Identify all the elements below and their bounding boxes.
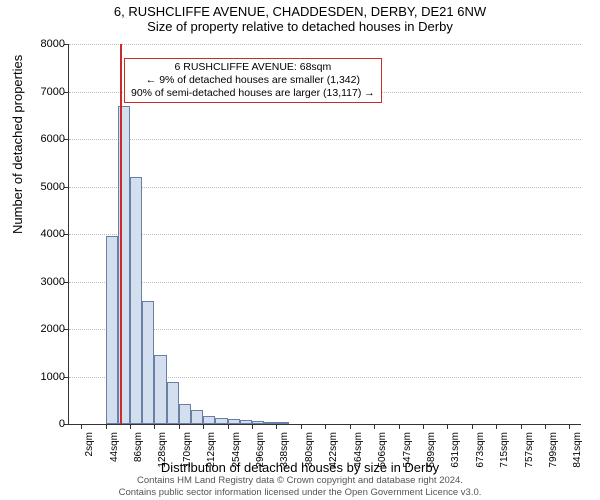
footer-line2: Contains public sector information licen… xyxy=(0,487,600,498)
histogram-bar xyxy=(154,355,166,424)
annotation-line1: 6 RUSHCLIFFE AVENUE: 68sqm xyxy=(131,61,375,74)
histogram-bar xyxy=(142,301,154,425)
histogram-bar xyxy=(179,404,191,424)
xtick-mark xyxy=(130,424,131,429)
title-line1: 6, RUSHCLIFFE AVENUE, CHADDESDEN, DERBY,… xyxy=(0,4,600,19)
xtick-mark xyxy=(276,424,277,429)
xtick-label: 44sqm xyxy=(109,432,120,462)
histogram-bar xyxy=(264,422,276,424)
xtick-label: 2sqm xyxy=(84,432,95,456)
histogram-bar xyxy=(106,236,118,424)
histogram-bar xyxy=(276,422,288,424)
xtick-mark xyxy=(154,424,155,429)
xtick-label: 86sqm xyxy=(133,432,144,462)
xtick-mark xyxy=(81,424,82,429)
gridline-h xyxy=(69,282,581,283)
title-block: 6, RUSHCLIFFE AVENUE, CHADDESDEN, DERBY,… xyxy=(0,0,600,34)
xtick-mark xyxy=(423,424,424,429)
histogram-bar xyxy=(228,419,240,424)
histogram-bar xyxy=(130,177,142,424)
reference-line xyxy=(120,44,122,424)
gridline-h xyxy=(69,187,581,188)
gridline-h xyxy=(69,234,581,235)
annotation-line2: ← 9% of detached houses are smaller (1,3… xyxy=(131,74,375,87)
xtick-mark xyxy=(545,424,546,429)
plot-area: 0100020003000400050006000700080002sqm44s… xyxy=(68,44,581,425)
gridline-h xyxy=(69,139,581,140)
xtick-mark xyxy=(203,424,204,429)
footer-line1: Contains HM Land Registry data © Crown c… xyxy=(0,475,600,486)
annotation-line3: 90% of semi-detached houses are larger (… xyxy=(131,87,375,100)
ytick-label: 3000 xyxy=(5,276,65,288)
annotation-box: 6 RUSHCLIFFE AVENUE: 68sqm← 9% of detach… xyxy=(124,58,382,103)
ytick-label: 7000 xyxy=(5,86,65,98)
histogram-bar xyxy=(191,410,203,424)
histogram-bar xyxy=(240,420,252,424)
gridline-h xyxy=(69,44,581,45)
ytick-label: 4000 xyxy=(5,228,65,240)
xtick-mark xyxy=(179,424,180,429)
xtick-mark xyxy=(350,424,351,429)
ytick-label: 2000 xyxy=(5,323,65,335)
histogram-bar xyxy=(167,382,179,424)
xtick-mark xyxy=(252,424,253,429)
xtick-mark xyxy=(301,424,302,429)
xtick-mark xyxy=(374,424,375,429)
histogram-bar xyxy=(203,416,215,424)
ytick-label: 8000 xyxy=(5,38,65,50)
chart-container: 6, RUSHCLIFFE AVENUE, CHADDESDEN, DERBY,… xyxy=(0,0,600,500)
ytick-label: 0 xyxy=(5,418,65,430)
ytick-label: 5000 xyxy=(5,181,65,193)
ytick-label: 1000 xyxy=(5,371,65,383)
xtick-mark xyxy=(106,424,107,429)
histogram-bar xyxy=(215,418,227,424)
title-line2: Size of property relative to detached ho… xyxy=(0,19,600,34)
footer-attribution: Contains HM Land Registry data © Crown c… xyxy=(0,475,600,498)
x-axis-label: Distribution of detached houses by size … xyxy=(0,460,600,475)
xtick-mark xyxy=(472,424,473,429)
xtick-mark xyxy=(521,424,522,429)
histogram-bar xyxy=(252,421,264,424)
xtick-mark xyxy=(325,424,326,429)
xtick-mark xyxy=(496,424,497,429)
xtick-mark xyxy=(228,424,229,429)
xtick-mark xyxy=(569,424,570,429)
ytick-label: 6000 xyxy=(5,133,65,145)
xtick-mark xyxy=(447,424,448,429)
xtick-mark xyxy=(399,424,400,429)
